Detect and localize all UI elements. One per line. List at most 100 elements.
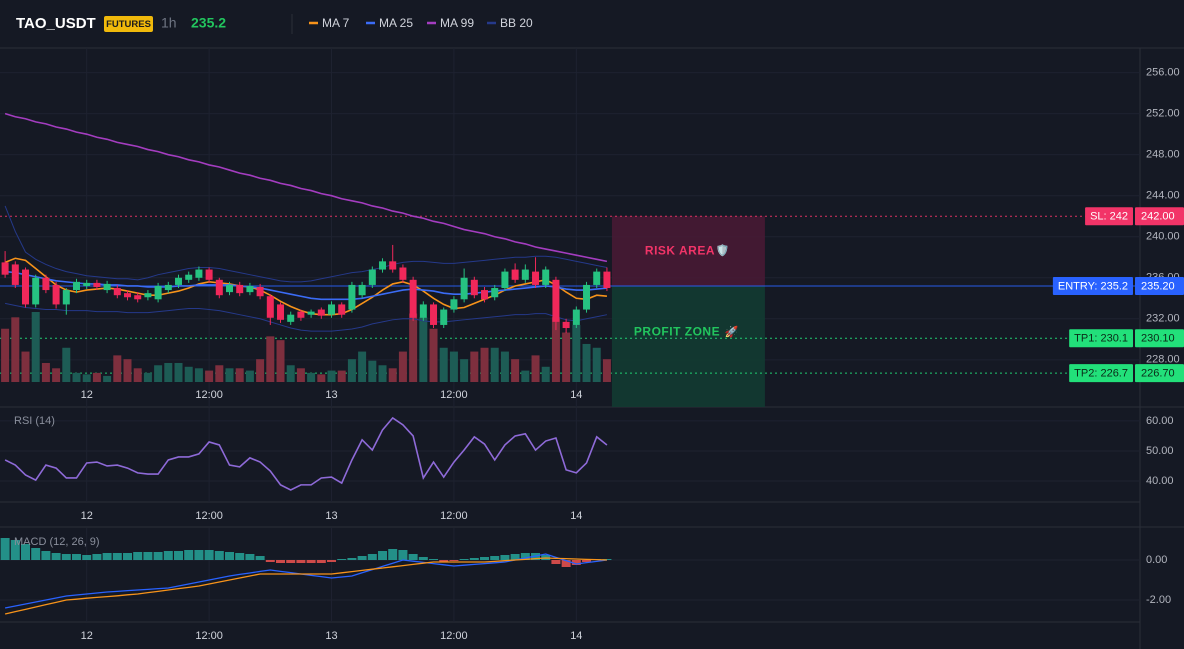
x-tick-label: 14 — [570, 389, 582, 401]
indicator-line — [5, 302, 608, 332]
histogram-bar — [265, 560, 275, 562]
candle-body — [195, 269, 203, 278]
candle-body — [226, 284, 234, 293]
histogram-bar — [429, 559, 439, 560]
volume-bar — [286, 365, 295, 382]
rsi-line — [4, 416, 608, 491]
volume-bar — [307, 372, 316, 382]
candle-body — [368, 269, 376, 285]
histogram-bar — [480, 557, 490, 560]
volume-bar — [31, 312, 40, 382]
volume-bar — [500, 351, 509, 382]
volume-bar — [582, 343, 591, 382]
y-tick-label: 0.00 — [1146, 554, 1167, 566]
candle-body — [491, 288, 499, 298]
volume-bar — [296, 368, 305, 382]
y-tick-label: 252.00 — [1146, 108, 1180, 120]
volume-bar — [449, 351, 458, 382]
x-tick-label: 12:00 — [440, 510, 468, 522]
candle-body — [22, 269, 30, 305]
volume-bar — [276, 340, 285, 382]
candle-body — [134, 295, 142, 300]
level-tag: SL: 242 — [1090, 211, 1128, 223]
volume-bar — [82, 374, 91, 382]
volume-bar — [592, 347, 601, 382]
histogram-bar — [143, 552, 153, 560]
candle-body — [338, 304, 346, 315]
volume-bar — [337, 370, 346, 382]
candle-body — [460, 277, 468, 300]
histogram-bar — [102, 553, 112, 560]
symbol: TAO_USDT — [16, 15, 96, 32]
candle-body — [307, 311, 315, 315]
axis-tag: 230.10 — [1141, 333, 1175, 345]
histogram-bar — [418, 557, 428, 560]
volume-bar — [154, 365, 163, 382]
volume-bar — [317, 374, 326, 382]
axis-tag-bg — [1135, 329, 1184, 348]
histogram-bar — [439, 560, 449, 562]
candle-body — [593, 271, 601, 285]
zone-label: PROFIT ZONE — [634, 325, 720, 339]
candle-body — [154, 285, 162, 300]
histogram-bar — [82, 555, 92, 560]
candle-body — [511, 269, 519, 280]
volume-bar — [164, 362, 173, 382]
histogram-bar — [204, 550, 214, 560]
candle-body — [297, 311, 305, 318]
histogram-bar — [276, 560, 286, 563]
volume-bar — [439, 347, 448, 382]
candle-body — [583, 284, 591, 310]
candle-body — [572, 309, 580, 325]
volume-bar — [41, 362, 50, 382]
histogram-bar — [163, 551, 173, 560]
macd-line — [4, 553, 608, 609]
signal-line — [4, 557, 607, 615]
level-tag-bg — [1052, 276, 1133, 295]
volume-bar — [460, 359, 469, 382]
legend-label: MA 7 — [322, 16, 350, 30]
candle-body — [399, 267, 407, 280]
x-tick-label: 12:00 — [195, 389, 223, 401]
candle-body — [562, 321, 570, 329]
volume-bar — [419, 317, 428, 382]
candle-body — [409, 279, 417, 318]
x-tick-label: 13 — [325, 630, 337, 642]
candle-body — [532, 271, 540, 285]
histogram-bar — [490, 556, 500, 560]
histogram-bar — [582, 560, 592, 562]
histogram-bar — [561, 560, 571, 567]
badge: FUTURES — [106, 19, 151, 30]
x-tick-label: 12:00 — [195, 630, 223, 642]
volume-bar — [409, 313, 418, 382]
y-tick-label: 256.00 — [1146, 67, 1180, 79]
interval: 1h — [161, 15, 177, 31]
x-tick-label: 13 — [325, 389, 337, 401]
candle-body — [430, 304, 438, 325]
volume-bar — [194, 368, 203, 382]
candle-body — [287, 314, 295, 322]
candle-body — [348, 284, 356, 310]
volume-bar — [480, 347, 489, 382]
histogram-bar — [459, 559, 469, 560]
volume-bar — [256, 359, 265, 382]
legend-label: MA 25 — [379, 16, 413, 30]
axis-tag-bg — [1135, 276, 1184, 295]
x-tick-label: 12 — [81, 389, 93, 401]
histogram-bar — [255, 556, 265, 560]
axis-tag-bg — [1135, 207, 1184, 226]
indicator-line — [4, 112, 608, 263]
volume-bar — [490, 347, 499, 382]
volume-bar — [551, 317, 560, 382]
volume-bar — [184, 366, 193, 382]
level-tag: TP1: 230.1 — [1074, 333, 1128, 345]
histogram-bar — [337, 559, 347, 560]
axis-tag: 242.00 — [1141, 211, 1175, 223]
volume-bar — [347, 359, 356, 382]
histogram-bar — [408, 554, 418, 560]
candle-body — [358, 284, 366, 296]
x-tick-label: 14 — [570, 630, 582, 642]
